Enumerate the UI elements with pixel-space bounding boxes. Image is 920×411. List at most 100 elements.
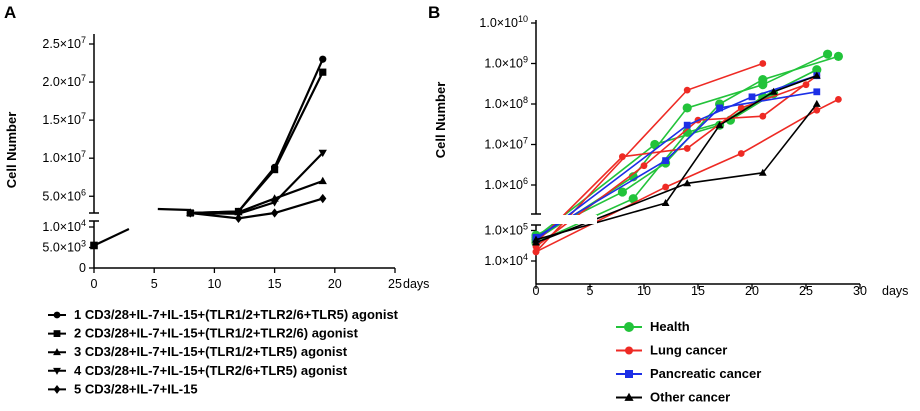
panel-b-lung-cancer-point xyxy=(835,95,842,103)
panel-a-x-tick-label: 0 xyxy=(91,277,98,291)
panel-a-y-tick-label: 1.0×107 xyxy=(42,149,86,165)
panel-b-health-point xyxy=(628,194,638,204)
panel-b-other-cancer-line xyxy=(535,103,818,244)
panel-a-x-tick-label: 25 xyxy=(388,277,402,291)
panel-b-lung-cancer-point xyxy=(619,153,626,161)
panel-b-chart: Cell Number days 0 5 10 15 20 25 30 1.0×1010 1.0… xyxy=(433,14,908,298)
panel-b-lung-cancer-point xyxy=(813,106,821,114)
panel-a-legend-label: 4 CD3/28+IL-7+IL-15+(TLR2/6+TLR5) agonis… xyxy=(74,363,348,378)
panel-b-legend-label: Health xyxy=(650,319,690,334)
panel-a-legend: 1 CD3/28+IL-7+IL-15+(TLR1/2+TLR2/6+TLR5)… xyxy=(48,307,399,396)
panel-b-lung-cancer-point xyxy=(532,248,540,256)
panel-a-y-tick-label: 1.0×104 xyxy=(42,218,86,234)
panel-b-y-tick-label: 1.0×105 xyxy=(484,222,528,238)
panel-b-x-tick-label: 25 xyxy=(799,284,813,298)
panel-b-lung-cancer-point xyxy=(683,86,691,94)
panel-a-x-tick-label: 20 xyxy=(328,277,342,291)
panel-b-health-point xyxy=(823,49,833,59)
panel-b-legend-marker xyxy=(625,370,633,378)
panel-b-health-point xyxy=(758,75,768,85)
panel-a-y-axis-title: Cell Number xyxy=(4,112,19,189)
panel-b-other-cancer-point xyxy=(532,235,540,243)
panel-b-other-cancer-point xyxy=(812,71,821,79)
panel-b-other-cancer-point xyxy=(661,199,670,206)
panel-b-legend-label: Lung cancer xyxy=(650,343,727,358)
panel-b-other-cancer-point xyxy=(769,87,778,95)
panel-a-letter: A xyxy=(4,3,16,22)
panel-b-letter: B xyxy=(428,3,440,22)
panel-a-y-tick-label: 1.5×107 xyxy=(42,111,86,127)
panel-b-legend-label: Pancreatic cancer xyxy=(650,366,761,381)
panel-a-y-tick-label: 5.0×103 xyxy=(42,239,86,255)
panel-b-pancreatic-cancer-point xyxy=(748,93,756,101)
panel-a-series-4-line xyxy=(190,152,324,215)
panel-a-series-2-point xyxy=(319,68,327,76)
panel-b-x-axis-title: days xyxy=(882,284,908,298)
panel-a-legend-label: 5 CD3/28+IL-7+IL-15 xyxy=(74,381,198,396)
panel-b-legend-marker xyxy=(624,392,634,401)
panel-b-y-tick-label: 1.0×104 xyxy=(484,252,528,268)
panel-b-x-tick-label: 5 xyxy=(587,284,594,298)
panel-a-y-tick-label: 2.5×107 xyxy=(42,35,86,51)
panel-b-lung-cancer-point xyxy=(759,112,767,120)
panel-b-pancreatic-cancer-line xyxy=(535,91,817,238)
panel-a-y-tick-label: 0 xyxy=(79,261,86,275)
panel-b-health-point xyxy=(650,139,660,150)
panel-b-health-point xyxy=(617,187,628,197)
panel-a-start-line-upper xyxy=(157,207,191,212)
panel-b-other-cancer-point xyxy=(683,179,692,187)
panel-b-pancreatic-cancer-point xyxy=(683,121,691,129)
panel-a-legend-marker xyxy=(53,330,61,337)
panel-b-pancreatic-cancer-point xyxy=(662,157,669,165)
panel-b-lung-cancer-point xyxy=(737,104,745,112)
panel-b-pancreatic-cancer-line xyxy=(535,74,818,241)
panel-a-start-marker xyxy=(90,241,98,250)
panel-b-y-tick-label: 1.0×1010 xyxy=(479,14,528,30)
panel-a-series-3-point xyxy=(318,176,327,185)
panel-b-break-gap xyxy=(537,215,597,224)
panel-b-other-cancer-point xyxy=(758,168,767,176)
panel-b-y-tick-label: 1.0×109 xyxy=(484,55,528,71)
panel-a-chart: Cell Number days 0 5 10 15 20 25 2.5×107 2.0×10… xyxy=(4,34,429,291)
panel-a-series-5-point xyxy=(319,193,327,204)
panel-b-other-cancer-point xyxy=(812,99,821,107)
panel-a-series-5-point xyxy=(271,208,279,218)
panel-a-x-tick-label: 5 xyxy=(151,277,158,291)
panel-b-x-tick-label: 20 xyxy=(745,284,759,298)
panel-a-x-axis-title: days xyxy=(403,277,429,291)
panel-a-legend-label: 2 CD3/28+IL-7+IL-15+(TLR1/2+TLR2/6) agon… xyxy=(74,326,359,341)
panel-b-health-point xyxy=(682,103,692,113)
panel-b-y-axis-title: Cell Number xyxy=(433,82,448,159)
panel-a-series-2-line xyxy=(190,71,324,215)
panel-b-other-cancer-point xyxy=(715,121,724,129)
panel-b-health-point xyxy=(833,51,844,61)
panel-a-start-line-lower xyxy=(93,228,130,247)
panel-b-lung-cancer-point xyxy=(802,81,810,89)
panel-a-y-tick-label: 5.0×106 xyxy=(42,187,86,203)
panel-b-legend-label: Other cancer xyxy=(650,390,730,405)
panel-b-lung-cancer-point xyxy=(662,183,669,191)
panel-b-legend-marker xyxy=(624,322,634,332)
panel-a-y-tick-label: 2.0×107 xyxy=(42,73,86,89)
panel-b-legend-marker xyxy=(625,346,633,355)
panel-a-legend-marker xyxy=(53,311,61,319)
panel-b-lung-cancer-point xyxy=(683,145,691,152)
panel-a-series-5-point xyxy=(234,213,243,224)
panel-a-series-1-point xyxy=(319,55,327,63)
panel-b-y-tick-label: 1.0×106 xyxy=(484,176,528,192)
panel-b-x-tick-label: 10 xyxy=(637,284,651,298)
panel-a-legend-label: 1 CD3/28+IL-7+IL-15+(TLR1/2+TLR2/6+TLR5)… xyxy=(74,307,399,322)
panel-a-series-2-point xyxy=(271,166,279,174)
panel-a-series-5-point xyxy=(186,208,194,218)
panel-b-y-tick-label: 1.0×107 xyxy=(484,136,528,152)
panel-a-series-4-point xyxy=(270,199,279,207)
panel-b-pancreatic-cancer-point xyxy=(716,104,723,112)
panel-a-series-5-line xyxy=(190,197,324,220)
panel-b-x-tick-label: 0 xyxy=(533,284,540,298)
panel-b-pancreatic-cancer-point xyxy=(813,88,821,96)
panel-b-lung-cancer-point xyxy=(640,162,648,170)
panel-a-legend-marker xyxy=(53,348,61,356)
panel-b-health-point xyxy=(812,65,822,75)
panel-b-x-tick-label: 30 xyxy=(853,284,867,298)
